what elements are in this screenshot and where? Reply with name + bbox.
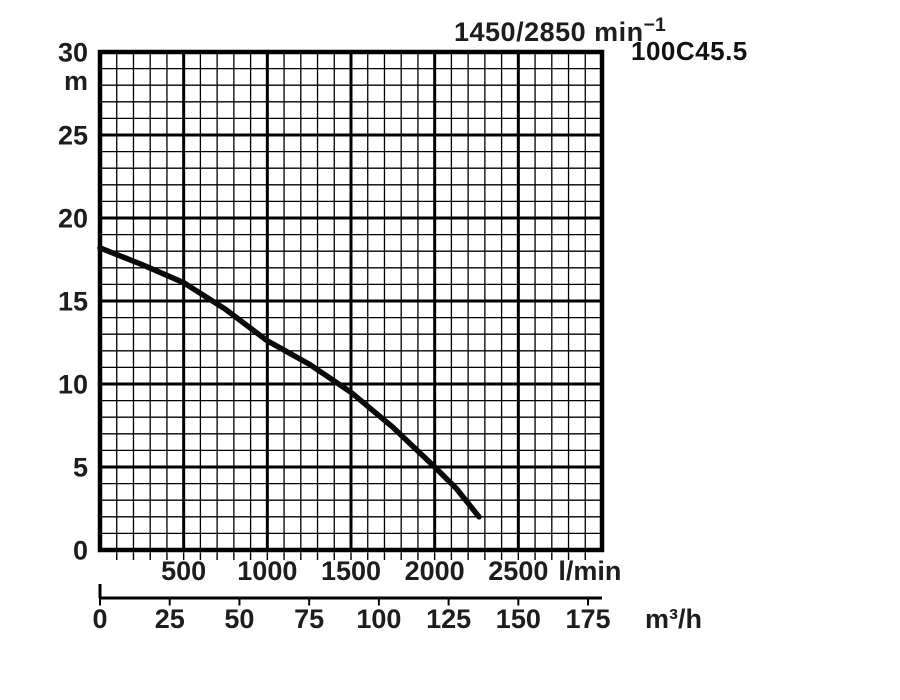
svg-text:25: 25	[155, 604, 185, 634]
speed-exponent: −1	[643, 14, 666, 36]
head-flow-curve	[97, 245, 482, 520]
svg-text:175: 175	[566, 604, 611, 634]
svg-text:50: 50	[224, 604, 254, 634]
svg-text:1000: 1000	[237, 556, 297, 586]
svg-text:15: 15	[58, 287, 88, 317]
y-axis-labels: 30 25 20 15 10 5 0 m	[58, 38, 88, 566]
model-label: 100C45.5	[631, 36, 748, 66]
svg-text:2500: 2500	[488, 556, 548, 586]
svg-text:20: 20	[58, 204, 88, 234]
chart-title: 1450/2850 min−1	[454, 14, 666, 48]
svg-text:0: 0	[92, 604, 107, 634]
lmin-scale: 500 1000 1500 2000 2500 l/min	[116, 552, 621, 586]
svg-text:150: 150	[496, 604, 541, 634]
svg-text:30: 30	[58, 38, 88, 68]
speed-label: 1450/2850 min	[454, 17, 644, 47]
svg-text:2000: 2000	[405, 556, 465, 586]
svg-text:l/min: l/min	[558, 556, 621, 586]
svg-text:100: 100	[356, 604, 401, 634]
svg-text:500: 500	[161, 556, 206, 586]
svg-text:0: 0	[73, 536, 88, 566]
grid	[97, 49, 605, 553]
svg-text:125: 125	[426, 604, 471, 634]
pump-curve	[97, 245, 482, 520]
svg-text:5: 5	[73, 453, 88, 483]
m3h-scale: 0 25 50 75 100 125 150 175 m³/h	[92, 584, 702, 634]
svg-text:10: 10	[58, 370, 88, 400]
svg-text:25: 25	[58, 121, 88, 151]
svg-text:m: m	[64, 66, 88, 96]
svg-text:1500: 1500	[321, 556, 381, 586]
svg-text:m³/h: m³/h	[645, 604, 702, 634]
svg-text:75: 75	[294, 604, 324, 634]
